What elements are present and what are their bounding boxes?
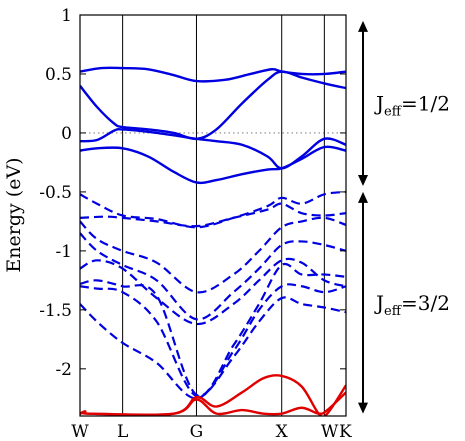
band-other-13	[80, 391, 346, 416]
band-jeff32-10	[80, 283, 346, 398]
band-jeff32-4	[80, 190, 346, 229]
band-jeff32-9	[80, 262, 346, 397]
y-axis-label: Energy (eV)	[3, 157, 25, 272]
y-tick-label: 0.5	[45, 65, 72, 85]
y-tick-label: -1	[55, 242, 72, 262]
band-jeff32-5	[80, 202, 346, 228]
band-jeff32-6	[80, 216, 346, 294]
band-jeff32-7	[80, 232, 346, 321]
y-tick-label: 1	[61, 6, 72, 26]
x-tick-label: W	[71, 422, 89, 441]
band-jeff12-3	[80, 145, 346, 185]
arrow-head-up-icon	[358, 191, 368, 203]
x-tick-label: L	[117, 422, 128, 441]
band-jeff32-8	[80, 257, 346, 326]
y-tick-label: 0	[61, 124, 72, 144]
band-jeff12-1	[80, 70, 346, 141]
x-tick-label: X	[276, 422, 289, 441]
y-tick-label: -0.5	[39, 183, 72, 203]
band-annotation-label: Jeff=3/2	[374, 291, 450, 319]
x-tick-label: K	[339, 422, 352, 441]
band-jeff32-11	[80, 296, 346, 400]
x-tick-label: W	[321, 422, 339, 441]
arrow-head-up-icon	[358, 20, 368, 32]
y-tick-label: -2	[55, 360, 72, 380]
band-annotation-label: Jeff=1/2	[374, 91, 450, 119]
arrow-head-down-icon	[358, 402, 368, 414]
x-tick-label: G	[190, 422, 204, 441]
plot-frame	[79, 14, 347, 417]
bands-group	[80, 66, 346, 416]
band-jeff12-2	[80, 128, 346, 170]
arrow-head-down-icon	[358, 175, 368, 187]
y-tick-label: -1.5	[39, 301, 72, 321]
band-jeff12-0	[80, 66, 346, 83]
